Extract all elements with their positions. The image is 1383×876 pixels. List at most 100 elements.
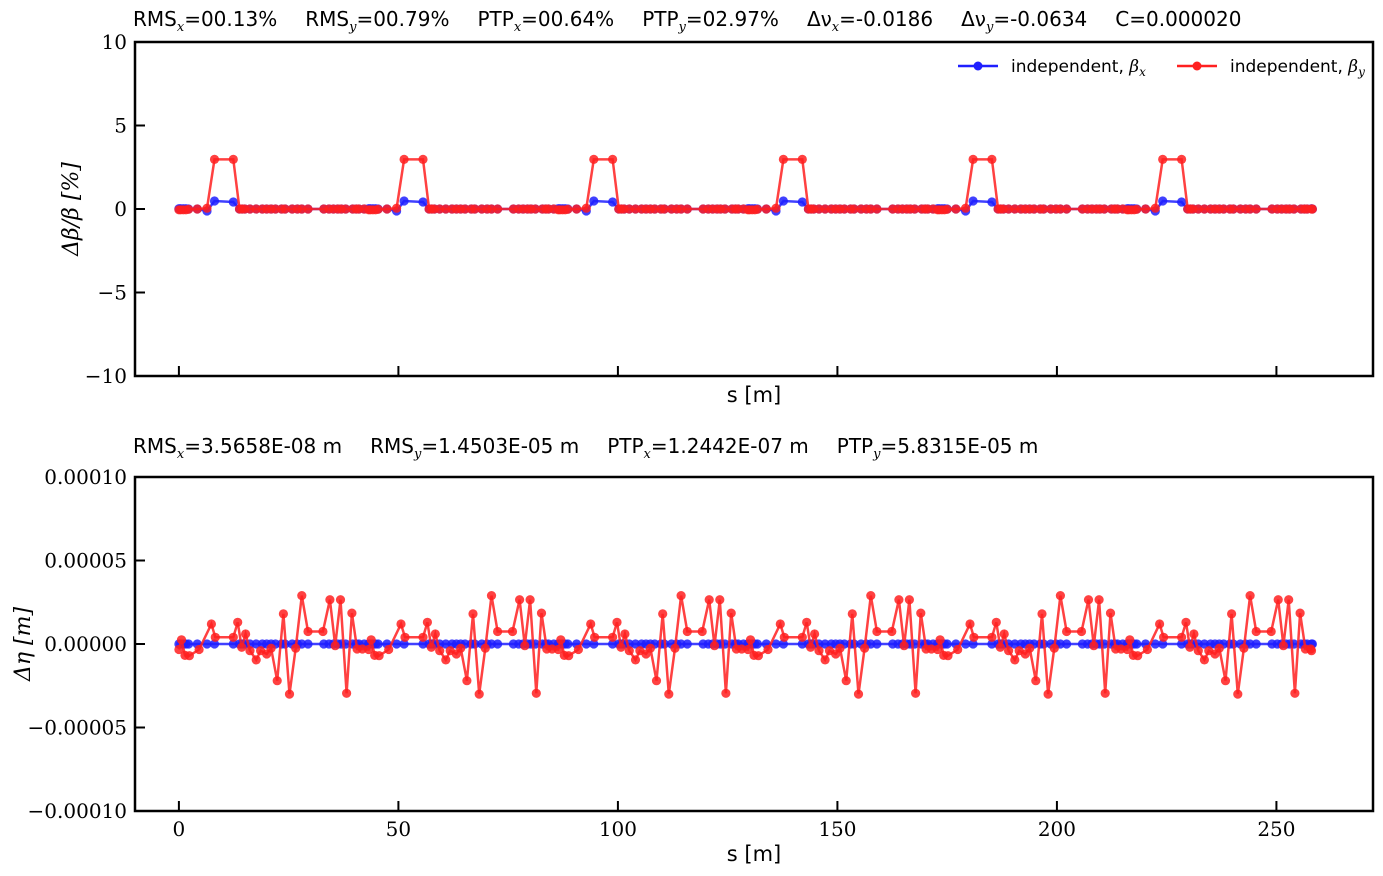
title-part: RMS: [133, 434, 177, 458]
beta-legend: independent, βx independent, βy: [958, 57, 1365, 79]
data-point: [987, 632, 997, 642]
data-point: [630, 655, 641, 665]
data-point: [797, 197, 807, 207]
beta-beating-y-axis-label: Δβ/β [%]: [59, 162, 84, 257]
data-point: [272, 676, 282, 686]
data-point: [530, 204, 541, 214]
data-point: [374, 651, 384, 661]
data-point: [233, 617, 243, 627]
data-point: [1177, 154, 1187, 164]
y-tick-label: −10: [85, 364, 127, 388]
data-point: [303, 639, 313, 649]
data-point: [899, 641, 909, 651]
data-point: [468, 609, 478, 619]
data-point: [1245, 591, 1255, 601]
data-point: [373, 204, 383, 214]
data-point: [841, 676, 851, 686]
x-tick-label: 200: [1038, 817, 1076, 841]
data-point: [206, 619, 216, 629]
data-point: [676, 591, 686, 601]
data-point: [553, 644, 563, 655]
beta-beating-stats-title: RMSx=00.13% RMSy=00.79% PTPx=00.64% PTPy=02…: [133, 7, 1241, 35]
data-point: [480, 643, 490, 653]
title-part: Δν: [807, 7, 832, 31]
data-point: [470, 204, 480, 214]
data-point: [1227, 609, 1237, 619]
data-point: [715, 595, 725, 605]
data-point: [1177, 197, 1187, 207]
data-point: [1185, 642, 1195, 652]
data-point: [1062, 639, 1072, 649]
data-point: [176, 635, 187, 645]
data-point: [745, 635, 756, 645]
data-point: [1189, 629, 1199, 639]
data-point: [297, 591, 307, 601]
data-point: [942, 204, 952, 214]
data-point: [658, 609, 668, 619]
data-point: [752, 204, 763, 214]
data-point: [995, 642, 1005, 652]
data-point: [456, 643, 466, 653]
data-point: [278, 609, 288, 619]
data-point: [418, 154, 428, 164]
x-tick-label: 250: [1257, 817, 1295, 841]
y-tick-label: 0: [114, 197, 127, 221]
data-point: [241, 629, 251, 639]
data-point: [1083, 595, 1094, 605]
x-tick-label: 100: [599, 817, 637, 841]
data-point: [1233, 689, 1243, 699]
data-point: [581, 203, 591, 213]
data-point: [266, 643, 276, 653]
data-point: [753, 651, 764, 661]
data-point: [810, 629, 820, 639]
title-part: RMS: [133, 7, 177, 31]
dispersion-x-axis-label: s [m]: [727, 842, 781, 866]
y-tick-label: −5: [98, 281, 127, 305]
data-point: [1037, 609, 1047, 619]
data-point: [462, 676, 472, 686]
data-point: [572, 204, 582, 214]
data-point: [396, 619, 406, 629]
legend-marker-beta-x: [973, 61, 983, 71]
data-point: [399, 196, 409, 206]
data-point: [771, 203, 781, 213]
data-point: [1100, 688, 1110, 698]
data-point: [814, 646, 824, 656]
data-point: [1094, 595, 1104, 605]
data-point: [624, 646, 634, 656]
data-point: [1141, 204, 1151, 214]
data-point: [399, 154, 409, 164]
beta-beating-x-axis-label: s [m]: [727, 383, 781, 407]
data-point: [573, 644, 584, 655]
data-point: [860, 643, 870, 653]
data-point: [682, 204, 692, 214]
data-point: [556, 635, 566, 645]
data-point: [752, 639, 763, 649]
data-point: [1150, 203, 1160, 213]
data-point: [1228, 204, 1238, 214]
data-point: [965, 619, 975, 629]
data-point: [951, 204, 961, 214]
data-point: [612, 617, 622, 627]
data-point: [1049, 643, 1059, 653]
legend-label-beta-y: independent, βy: [1230, 57, 1365, 79]
data-point: [802, 617, 812, 627]
data-point: [392, 203, 402, 213]
y-tick-label: 0.00005: [44, 549, 127, 573]
data-point: [209, 639, 220, 649]
data-point: [1177, 632, 1187, 642]
data-point: [911, 688, 921, 698]
data-point: [820, 655, 830, 665]
data-point: [474, 689, 484, 699]
data-point: [192, 204, 202, 214]
x-tick-label: 50: [386, 817, 411, 841]
data-point: [987, 197, 997, 207]
eta-y-series: [174, 591, 1317, 699]
dispersion-y-tick-labels: −0.00010 −0.00005 0.00000 0.00005 0.00010: [28, 465, 145, 823]
data-point: [961, 203, 971, 213]
data-point: [872, 204, 882, 214]
data-point: [942, 639, 952, 649]
data-point: [441, 655, 451, 665]
data-point: [342, 688, 352, 698]
data-point: [1025, 643, 1035, 653]
